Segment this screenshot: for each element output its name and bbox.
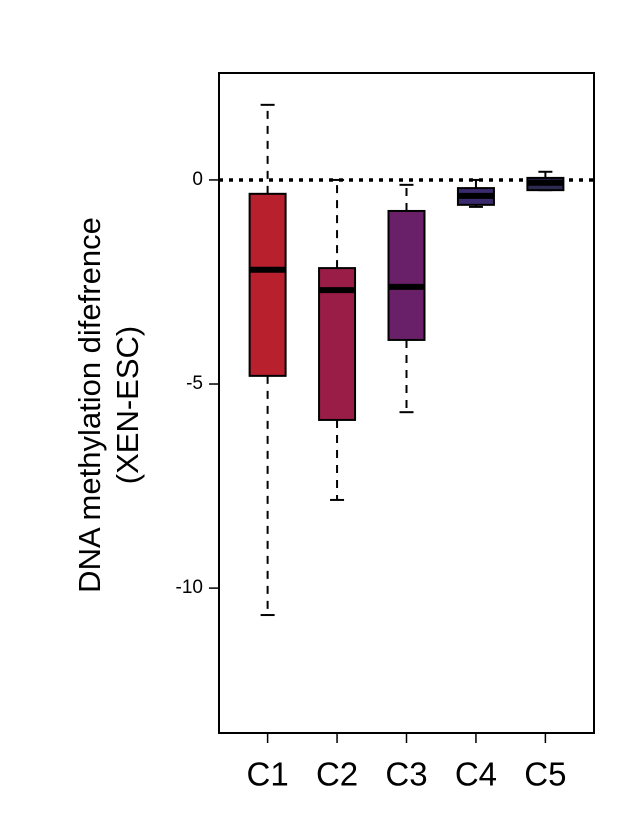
box bbox=[387, 209, 426, 341]
x-tick-label: C3 bbox=[385, 756, 427, 793]
box bbox=[248, 192, 287, 377]
x-tick-label: C4 bbox=[455, 756, 497, 793]
x-tick-label: C1 bbox=[247, 756, 289, 793]
x-tick-label: C5 bbox=[524, 756, 566, 793]
x-tick-label: C2 bbox=[316, 756, 358, 793]
y-tick-label: 0 bbox=[192, 169, 203, 190]
box bbox=[318, 267, 357, 421]
y-tick-label: -5 bbox=[186, 373, 203, 394]
y-axis-label: (XEN-ESC) bbox=[110, 326, 145, 484]
y-axis-label: DNA methylation difefrence bbox=[72, 217, 107, 593]
y-tick-label: -10 bbox=[176, 577, 203, 598]
